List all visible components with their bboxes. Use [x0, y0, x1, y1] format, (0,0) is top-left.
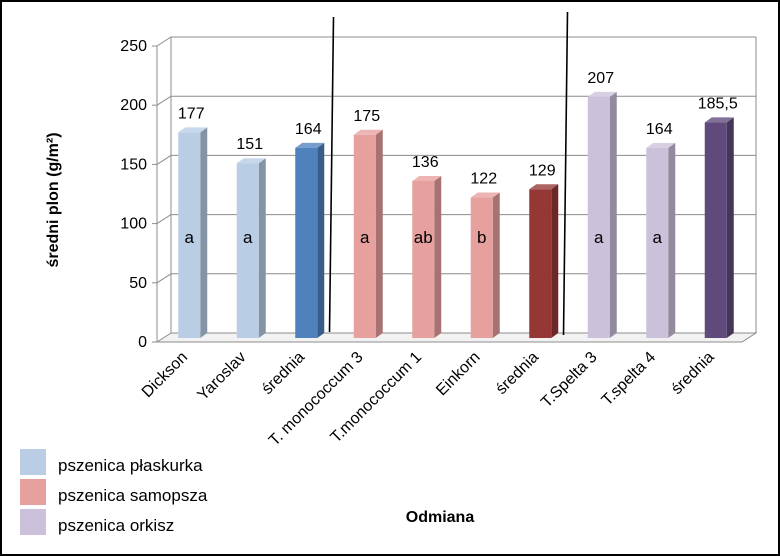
category-label: średnia [668, 349, 717, 398]
group-divider [562, 11, 569, 336]
gridline [156, 273, 756, 284]
dividers-layer [328, 11, 569, 336]
legend-label: pszenica samopsza [58, 486, 208, 505]
gridline [156, 214, 756, 225]
legend-label: pszenica orkisz [58, 516, 174, 535]
category-label: Yaroslav [194, 349, 249, 404]
bar-side [668, 142, 676, 338]
data-label: 129 [529, 162, 556, 179]
y-tick-label: 0 [138, 334, 147, 351]
bar [646, 142, 676, 338]
y-tick-label: 200 [120, 97, 147, 114]
data-label: 164 [295, 121, 322, 138]
legend-item: pszenica samopsza [20, 479, 208, 505]
group-divider [328, 16, 335, 333]
category-label: T.Spelta 3 [538, 349, 600, 411]
bar-top [704, 117, 734, 123]
y-tick-label: 150 [120, 156, 147, 173]
bar-side [434, 175, 442, 338]
y-axis-title: średni plon (g/m²) [45, 132, 62, 267]
bar-front [470, 197, 493, 338]
y-tick-label: 100 [120, 216, 147, 233]
bar-top [353, 129, 383, 135]
significance-letter: a [243, 228, 253, 247]
significance-letter: a [653, 228, 663, 247]
significance-letter: a [360, 228, 370, 247]
bar-side [200, 127, 208, 338]
bar-front [236, 163, 259, 338]
bar-front [353, 134, 376, 338]
significance-letter: ab [414, 228, 433, 247]
legend-label: pszenica płaskurka [58, 456, 203, 475]
bar [412, 175, 442, 338]
bar-top [470, 192, 500, 198]
category-label: Dickson [139, 349, 191, 401]
legend-swatch [20, 449, 46, 475]
bar-front [178, 132, 201, 338]
legend-swatch [20, 509, 46, 535]
bar-side [551, 184, 559, 338]
bar-top [295, 142, 325, 148]
legend: pszenica płaskurka pszenica samopsza pszen… [20, 449, 208, 535]
legend-swatch [20, 479, 46, 505]
bar [704, 117, 734, 338]
bar-top [236, 158, 266, 164]
x-axis-title: Odmiana [406, 509, 475, 526]
legend-item: pszenica orkisz [20, 509, 174, 535]
category-label: Einkorn [433, 349, 483, 399]
gridline [156, 154, 756, 165]
bar-top [587, 91, 617, 97]
category-label: T.spelta 4 [599, 349, 660, 410]
bar-side [258, 158, 266, 338]
significance-letter: b [477, 228, 486, 247]
bar-front [587, 96, 610, 338]
legend-item: pszenica płaskurka [20, 449, 203, 475]
bar-front [704, 122, 727, 338]
bar-side [317, 142, 325, 338]
bar [353, 129, 383, 338]
bar [529, 184, 559, 338]
significance-letter: a [185, 228, 195, 247]
data-label: 207 [587, 70, 614, 87]
data-label: 175 [353, 108, 380, 125]
gridline [156, 95, 756, 106]
significance-letter: a [594, 228, 604, 247]
bar-side [375, 129, 383, 338]
category-label: średnia [259, 349, 308, 398]
bar-top [412, 175, 442, 181]
bar-top [646, 142, 676, 148]
bar [295, 142, 325, 338]
data-label: 136 [412, 154, 439, 171]
bar-side [492, 192, 500, 338]
bar [587, 91, 617, 338]
bar [178, 127, 208, 338]
bar-top [178, 127, 208, 133]
y-tick-label: 250 [120, 38, 147, 55]
bar [470, 192, 500, 338]
data-label: 151 [236, 136, 263, 153]
bars-layer [178, 91, 734, 338]
bar-side [726, 117, 734, 338]
bar-front [529, 189, 552, 338]
category-label: średnia [493, 349, 542, 398]
bar-front [412, 180, 435, 338]
data-label: 177 [178, 105, 205, 122]
data-label: 185,5 [698, 95, 738, 112]
bar-side [609, 91, 617, 338]
bar-top [529, 184, 559, 190]
bar-front [295, 147, 318, 338]
gridline [156, 36, 756, 47]
data-label: 122 [470, 171, 497, 188]
bar-front [646, 147, 669, 338]
bar [236, 158, 266, 338]
data-label: 164 [646, 121, 673, 138]
y-tick-label: 50 [129, 275, 147, 292]
